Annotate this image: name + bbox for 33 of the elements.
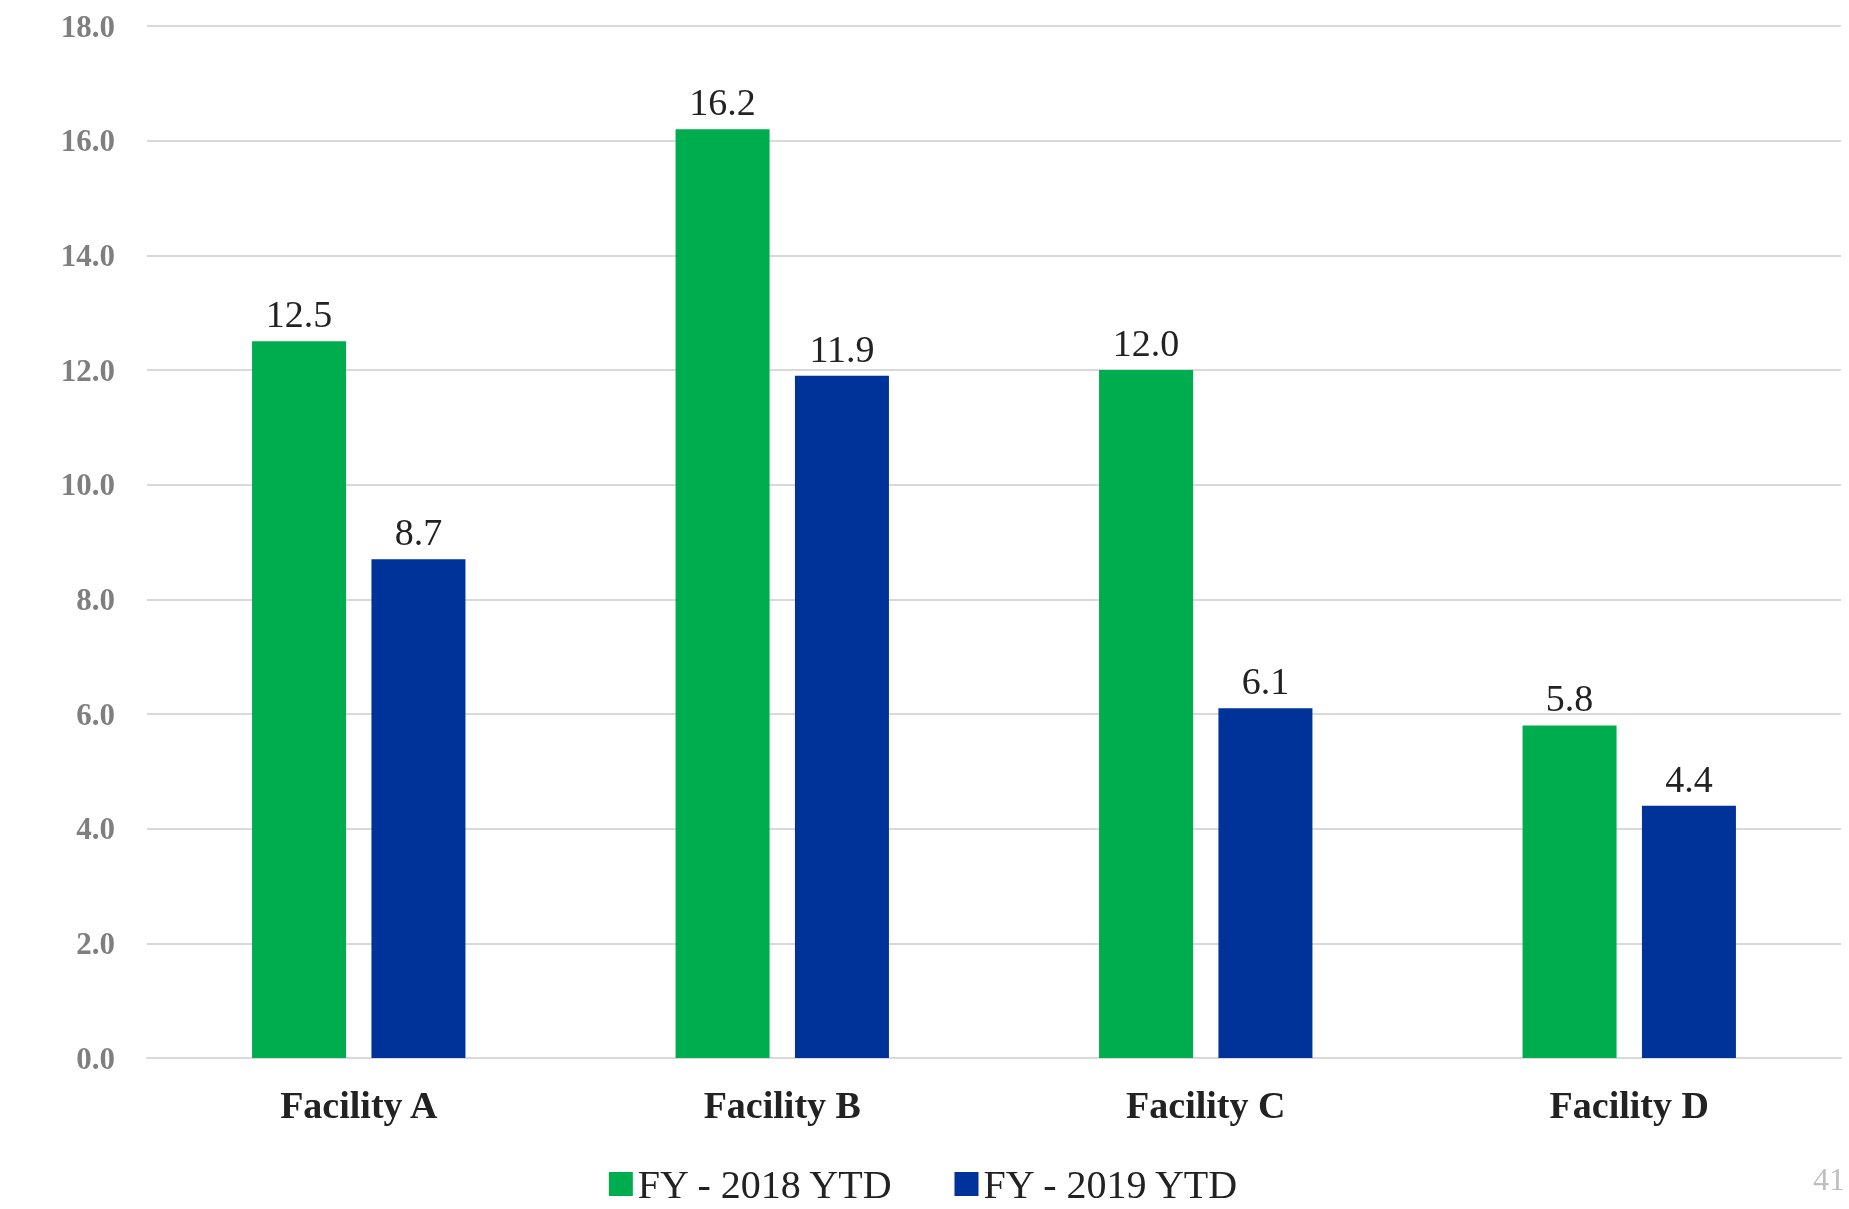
bar [675,129,770,1058]
bar [252,341,347,1058]
bar [371,559,466,1058]
y-tick-label: 10.0 [60,467,115,503]
text: 8.7 [394,511,443,554]
y-tick-label: 8.0 [76,581,115,617]
y-tick-label: 18.0 [60,8,115,44]
text: 6.1 [1241,660,1290,703]
text: 12.0 [1112,322,1180,364]
text: 41 [1813,1161,1845,1197]
text: 4.4 [1665,757,1713,800]
legend-label: FY - 2018 YTD [637,1161,892,1207]
y-tick-label: 4.0 [76,811,115,847]
text: 12.5 [265,293,333,336]
bar [794,375,889,1058]
bar [1522,725,1617,1058]
y-tick-label: 14.0 [60,237,115,273]
x-tick-label: Facility C [1126,1084,1286,1126]
text: 16.2 [689,81,756,124]
bar [1641,805,1736,1058]
y-tick-label: 6.0 [76,696,115,732]
y-tick-label: 12.0 [60,352,115,388]
y-tick-label: 2.0 [76,925,115,961]
x-tick-label: Facility D [1549,1084,1709,1126]
text: 11.9 [809,327,875,370]
text: 5.8 [1545,677,1594,720]
bar [1099,370,1194,1058]
y-tick-label: 16.0 [60,123,115,159]
x-tick-label: Facility A [280,1084,438,1126]
y-tick-label: 0.0 [76,1040,115,1076]
x-tick-label: Facility B [703,1084,861,1126]
legend-label: FY - 2019 YTD [983,1161,1238,1207]
bar [1218,708,1313,1058]
